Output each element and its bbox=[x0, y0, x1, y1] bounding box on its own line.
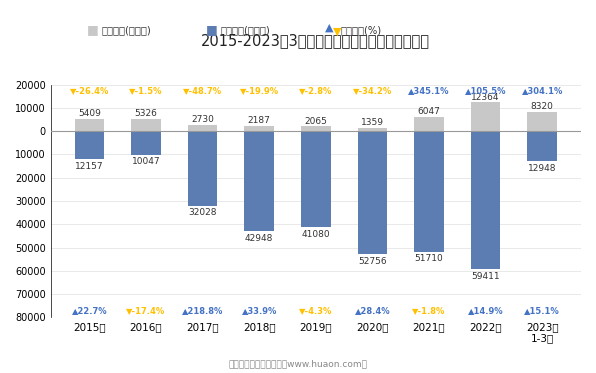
Text: ▼-4.3%: ▼-4.3% bbox=[299, 306, 333, 315]
Bar bbox=[414, 131, 443, 251]
Text: 42948: 42948 bbox=[245, 234, 274, 243]
Bar bbox=[358, 128, 387, 131]
Bar bbox=[74, 131, 104, 159]
Bar bbox=[131, 119, 161, 131]
Text: 5326: 5326 bbox=[135, 109, 157, 118]
Bar bbox=[74, 119, 104, 131]
Text: 进口总额(万美元): 进口总额(万美元) bbox=[221, 25, 270, 35]
Text: 51710: 51710 bbox=[415, 254, 443, 263]
Text: 59411: 59411 bbox=[471, 272, 500, 281]
Text: 12364: 12364 bbox=[471, 93, 500, 101]
Text: ▲28.4%: ▲28.4% bbox=[355, 306, 390, 315]
Bar bbox=[527, 131, 557, 161]
Text: 2065: 2065 bbox=[305, 117, 327, 126]
Bar bbox=[301, 126, 331, 131]
Title: 2015-2023年3月宁波前湾综合保税区进、出口额: 2015-2023年3月宁波前湾综合保税区进、出口额 bbox=[201, 34, 430, 48]
Text: ▲345.1%: ▲345.1% bbox=[408, 86, 450, 95]
Bar bbox=[244, 126, 274, 131]
Bar bbox=[188, 131, 218, 206]
Text: 8320: 8320 bbox=[531, 102, 554, 111]
Text: 10047: 10047 bbox=[132, 157, 160, 166]
Bar bbox=[188, 125, 218, 131]
Text: ▲105.5%: ▲105.5% bbox=[465, 86, 507, 95]
Bar bbox=[358, 131, 387, 254]
Bar bbox=[527, 112, 557, 131]
Text: 制图：华经产业研究院（www.huaon.com）: 制图：华经产业研究院（www.huaon.com） bbox=[228, 360, 368, 369]
Text: 出口总额(万美元): 出口总额(万美元) bbox=[101, 25, 151, 35]
Text: ▼: ▼ bbox=[333, 27, 341, 37]
Text: 同比增速(%): 同比增速(%) bbox=[340, 25, 381, 35]
Text: 12948: 12948 bbox=[528, 164, 557, 173]
Text: ▲: ▲ bbox=[325, 23, 333, 33]
Text: ▲15.1%: ▲15.1% bbox=[524, 306, 560, 315]
Text: 12157: 12157 bbox=[75, 162, 104, 171]
Bar bbox=[301, 131, 331, 227]
Text: 6047: 6047 bbox=[418, 107, 440, 116]
Text: 52756: 52756 bbox=[358, 257, 387, 266]
Text: 2187: 2187 bbox=[248, 116, 271, 125]
Text: ▼-17.4%: ▼-17.4% bbox=[126, 306, 166, 315]
Text: 32028: 32028 bbox=[188, 209, 217, 217]
Text: ▼-19.9%: ▼-19.9% bbox=[240, 86, 279, 95]
Text: ▼-1.8%: ▼-1.8% bbox=[412, 306, 446, 315]
Text: ▲33.9%: ▲33.9% bbox=[241, 306, 277, 315]
Text: 1359: 1359 bbox=[361, 118, 384, 127]
Text: ▼-1.5%: ▼-1.5% bbox=[129, 86, 163, 95]
Text: 41080: 41080 bbox=[302, 229, 330, 239]
Text: ▼-34.2%: ▼-34.2% bbox=[353, 86, 392, 95]
Text: ▲14.9%: ▲14.9% bbox=[468, 306, 504, 315]
Text: ▲218.8%: ▲218.8% bbox=[182, 306, 224, 315]
Bar bbox=[414, 117, 443, 131]
Text: ▲304.1%: ▲304.1% bbox=[522, 86, 563, 95]
Text: ▲22.7%: ▲22.7% bbox=[72, 306, 107, 315]
Text: ▼-2.8%: ▼-2.8% bbox=[299, 86, 333, 95]
Bar bbox=[471, 131, 500, 269]
Text: ■: ■ bbox=[206, 23, 218, 36]
Text: 2730: 2730 bbox=[191, 115, 214, 124]
Text: ▼-48.7%: ▼-48.7% bbox=[183, 86, 222, 95]
Bar bbox=[131, 131, 161, 154]
Text: ▼-26.4%: ▼-26.4% bbox=[70, 86, 109, 95]
Text: ■: ■ bbox=[86, 23, 98, 36]
Bar bbox=[244, 131, 274, 231]
Text: 5409: 5409 bbox=[78, 109, 101, 118]
Bar bbox=[471, 102, 500, 131]
